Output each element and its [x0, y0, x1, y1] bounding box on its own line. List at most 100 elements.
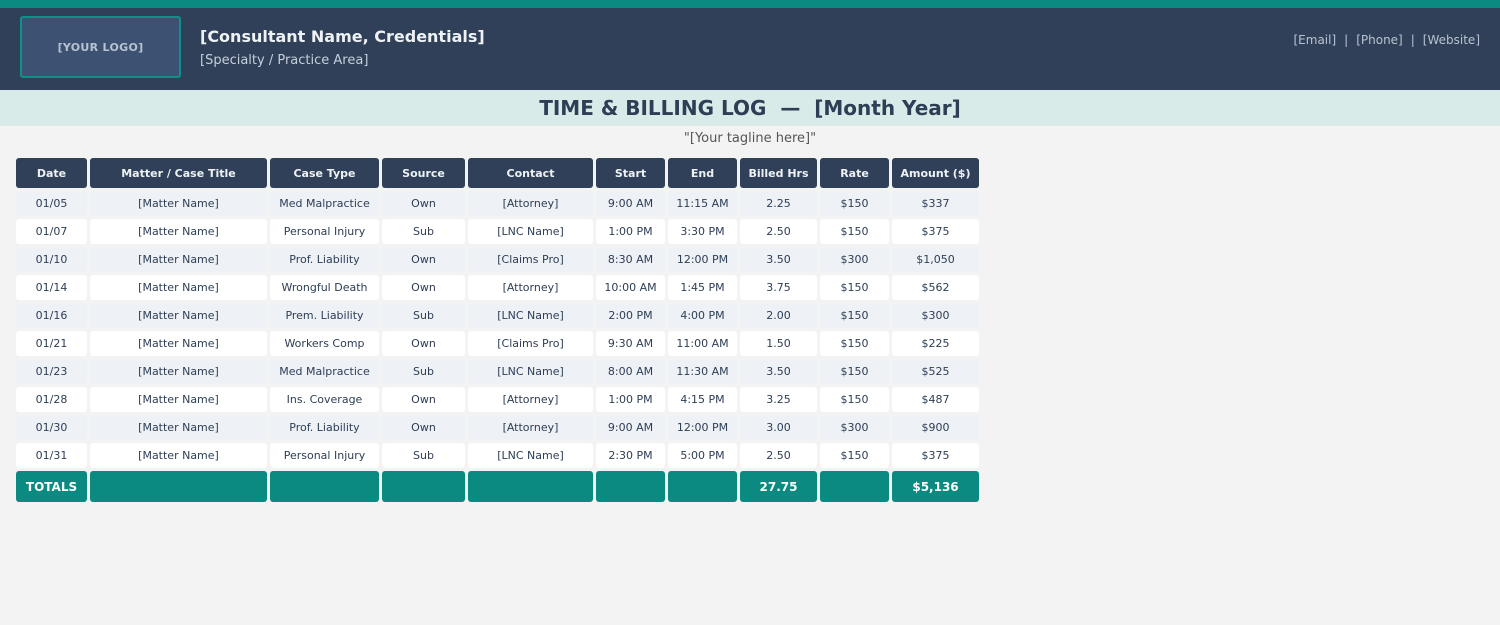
end-cell: 11:15 AM [668, 191, 737, 216]
source-cell: Own [382, 275, 465, 300]
amount-cell: $525 [892, 359, 979, 384]
date-cell: 01/05 [16, 191, 87, 216]
case-type-cell: Prof. Liability [270, 247, 379, 272]
amount-cell: $375 [892, 219, 979, 244]
source-cell: Sub [382, 219, 465, 244]
billed-hrs-cell: 2.50 [740, 219, 817, 244]
separator: | [1344, 33, 1349, 47]
contact-info: [Email] | [Phone] | [Website] [1294, 33, 1481, 47]
rate-cell: $150 [820, 359, 889, 384]
end-cell: 4:15 PM [668, 387, 737, 412]
end-cell: 4:00 PM [668, 303, 737, 328]
case-type-cell: Med Malpractice [270, 359, 379, 384]
separator: | [1410, 33, 1415, 47]
date-cell: 01/30 [16, 415, 87, 440]
amount-cell: $900 [892, 415, 979, 440]
start-cell: 9:30 AM [596, 331, 665, 356]
start-cell: 2:30 PM [596, 443, 665, 468]
contact-cell: [Attorney] [468, 191, 593, 216]
billed-hrs-cell: 2.50 [740, 443, 817, 468]
end-cell: 12:00 PM [668, 247, 737, 272]
rate-cell: $300 [820, 247, 889, 272]
rate-cell: $150 [820, 443, 889, 468]
billed-hrs-cell: 3.50 [740, 359, 817, 384]
column-header-amount: Amount ($) [892, 158, 979, 188]
source-cell: Sub [382, 359, 465, 384]
case-type-cell: Prem. Liability [270, 303, 379, 328]
amount-cell: $1,050 [892, 247, 979, 272]
column-header-rate: Rate [820, 158, 889, 188]
column-header-source: Source [382, 158, 465, 188]
table-row: 01/10 [Matter Name] Prof. Liability Own [Cla… [16, 247, 979, 272]
totals-billed-hrs: 27.75 [740, 471, 817, 502]
totals-empty-cell [668, 471, 737, 502]
date-cell: 01/14 [16, 275, 87, 300]
page-header: [YOUR LOGO] [Consultant Name, Credential… [0, 8, 1500, 90]
column-header-start: Start [596, 158, 665, 188]
billed-hrs-cell: 2.25 [740, 191, 817, 216]
matter-cell: [Matter Name] [90, 303, 267, 328]
totals-empty-cell [90, 471, 267, 502]
table-row: 01/30 [Matter Name] Prof. Liability Own [Att… [16, 415, 979, 440]
totals-empty-cell [820, 471, 889, 502]
end-cell: 1:45 PM [668, 275, 737, 300]
contact-cell: [Claims Pro] [468, 331, 593, 356]
totals-row: TOTALS 27.75 $5,136 [16, 471, 979, 502]
amount-cell: $300 [892, 303, 979, 328]
totals-empty-cell [270, 471, 379, 502]
tagline: "[Your tagline here]" [683, 131, 817, 146]
amount-cell: $562 [892, 275, 979, 300]
table-row: 01/07 [Matter Name] Personal Injury Sub [LNC… [16, 219, 979, 244]
table-row: 01/31 [Matter Name] Personal Injury Sub [LNC… [16, 443, 979, 468]
date-cell: 01/23 [16, 359, 87, 384]
date-cell: 01/28 [16, 387, 87, 412]
table-row: 01/21 [Matter Name] Workers Comp Own [Claims… [16, 331, 979, 356]
source-cell: Own [382, 191, 465, 216]
start-cell: 1:00 PM [596, 219, 665, 244]
matter-cell: [Matter Name] [90, 359, 267, 384]
totals-empty-cell [382, 471, 465, 502]
source-cell: Own [382, 247, 465, 272]
matter-cell: [Matter Name] [90, 443, 267, 468]
date-cell: 01/31 [16, 443, 87, 468]
date-cell: 01/07 [16, 219, 87, 244]
date-cell: 01/10 [16, 247, 87, 272]
billed-hrs-cell: 1.50 [740, 331, 817, 356]
column-header-case-type: Case Type [270, 158, 379, 188]
email-text: [Email] [1293, 33, 1337, 47]
source-cell: Sub [382, 303, 465, 328]
case-type-cell: Workers Comp [270, 331, 379, 356]
billed-hrs-cell: 3.75 [740, 275, 817, 300]
table-row: 01/14 [Matter Name] Wrongful Death Own [Atto… [16, 275, 979, 300]
contact-cell: [LNC Name] [468, 443, 593, 468]
billing-table: Date Matter / Case Title Case Type Sourc… [13, 155, 982, 505]
specialty-text: [Specialty / Practice Area] [200, 53, 369, 68]
table-header-row: Date Matter / Case Title Case Type Sourc… [16, 158, 979, 188]
website-text: [Website] [1422, 33, 1480, 47]
start-cell: 8:00 AM [596, 359, 665, 384]
contact-cell: [Attorney] [468, 415, 593, 440]
matter-cell: [Matter Name] [90, 275, 267, 300]
title-band: TIME & BILLING LOG — [Month Year] [0, 90, 1500, 126]
case-type-cell: Ins. Coverage [270, 387, 379, 412]
start-cell: 8:30 AM [596, 247, 665, 272]
end-cell: 12:00 PM [668, 415, 737, 440]
start-cell: 9:00 AM [596, 415, 665, 440]
end-cell: 3:30 PM [668, 219, 737, 244]
table-row: 01/05 [Matter Name] Med Malpractice Own [Att… [16, 191, 979, 216]
top-accent-bar [0, 0, 1500, 8]
case-type-cell: Prof. Liability [270, 415, 379, 440]
matter-cell: [Matter Name] [90, 219, 267, 244]
start-cell: 9:00 AM [596, 191, 665, 216]
start-cell: 1:00 PM [596, 387, 665, 412]
amount-cell: $487 [892, 387, 979, 412]
rate-cell: $150 [820, 191, 889, 216]
case-type-cell: Personal Injury [270, 443, 379, 468]
table-row: 01/16 [Matter Name] Prem. Liability Sub [LNC… [16, 303, 979, 328]
amount-cell: $225 [892, 331, 979, 356]
billed-hrs-cell: 3.00 [740, 415, 817, 440]
column-header-billed-hrs: Billed Hrs [740, 158, 817, 188]
contact-cell: [LNC Name] [468, 219, 593, 244]
column-header-contact: Contact [468, 158, 593, 188]
phone-text: [Phone] [1356, 33, 1403, 47]
